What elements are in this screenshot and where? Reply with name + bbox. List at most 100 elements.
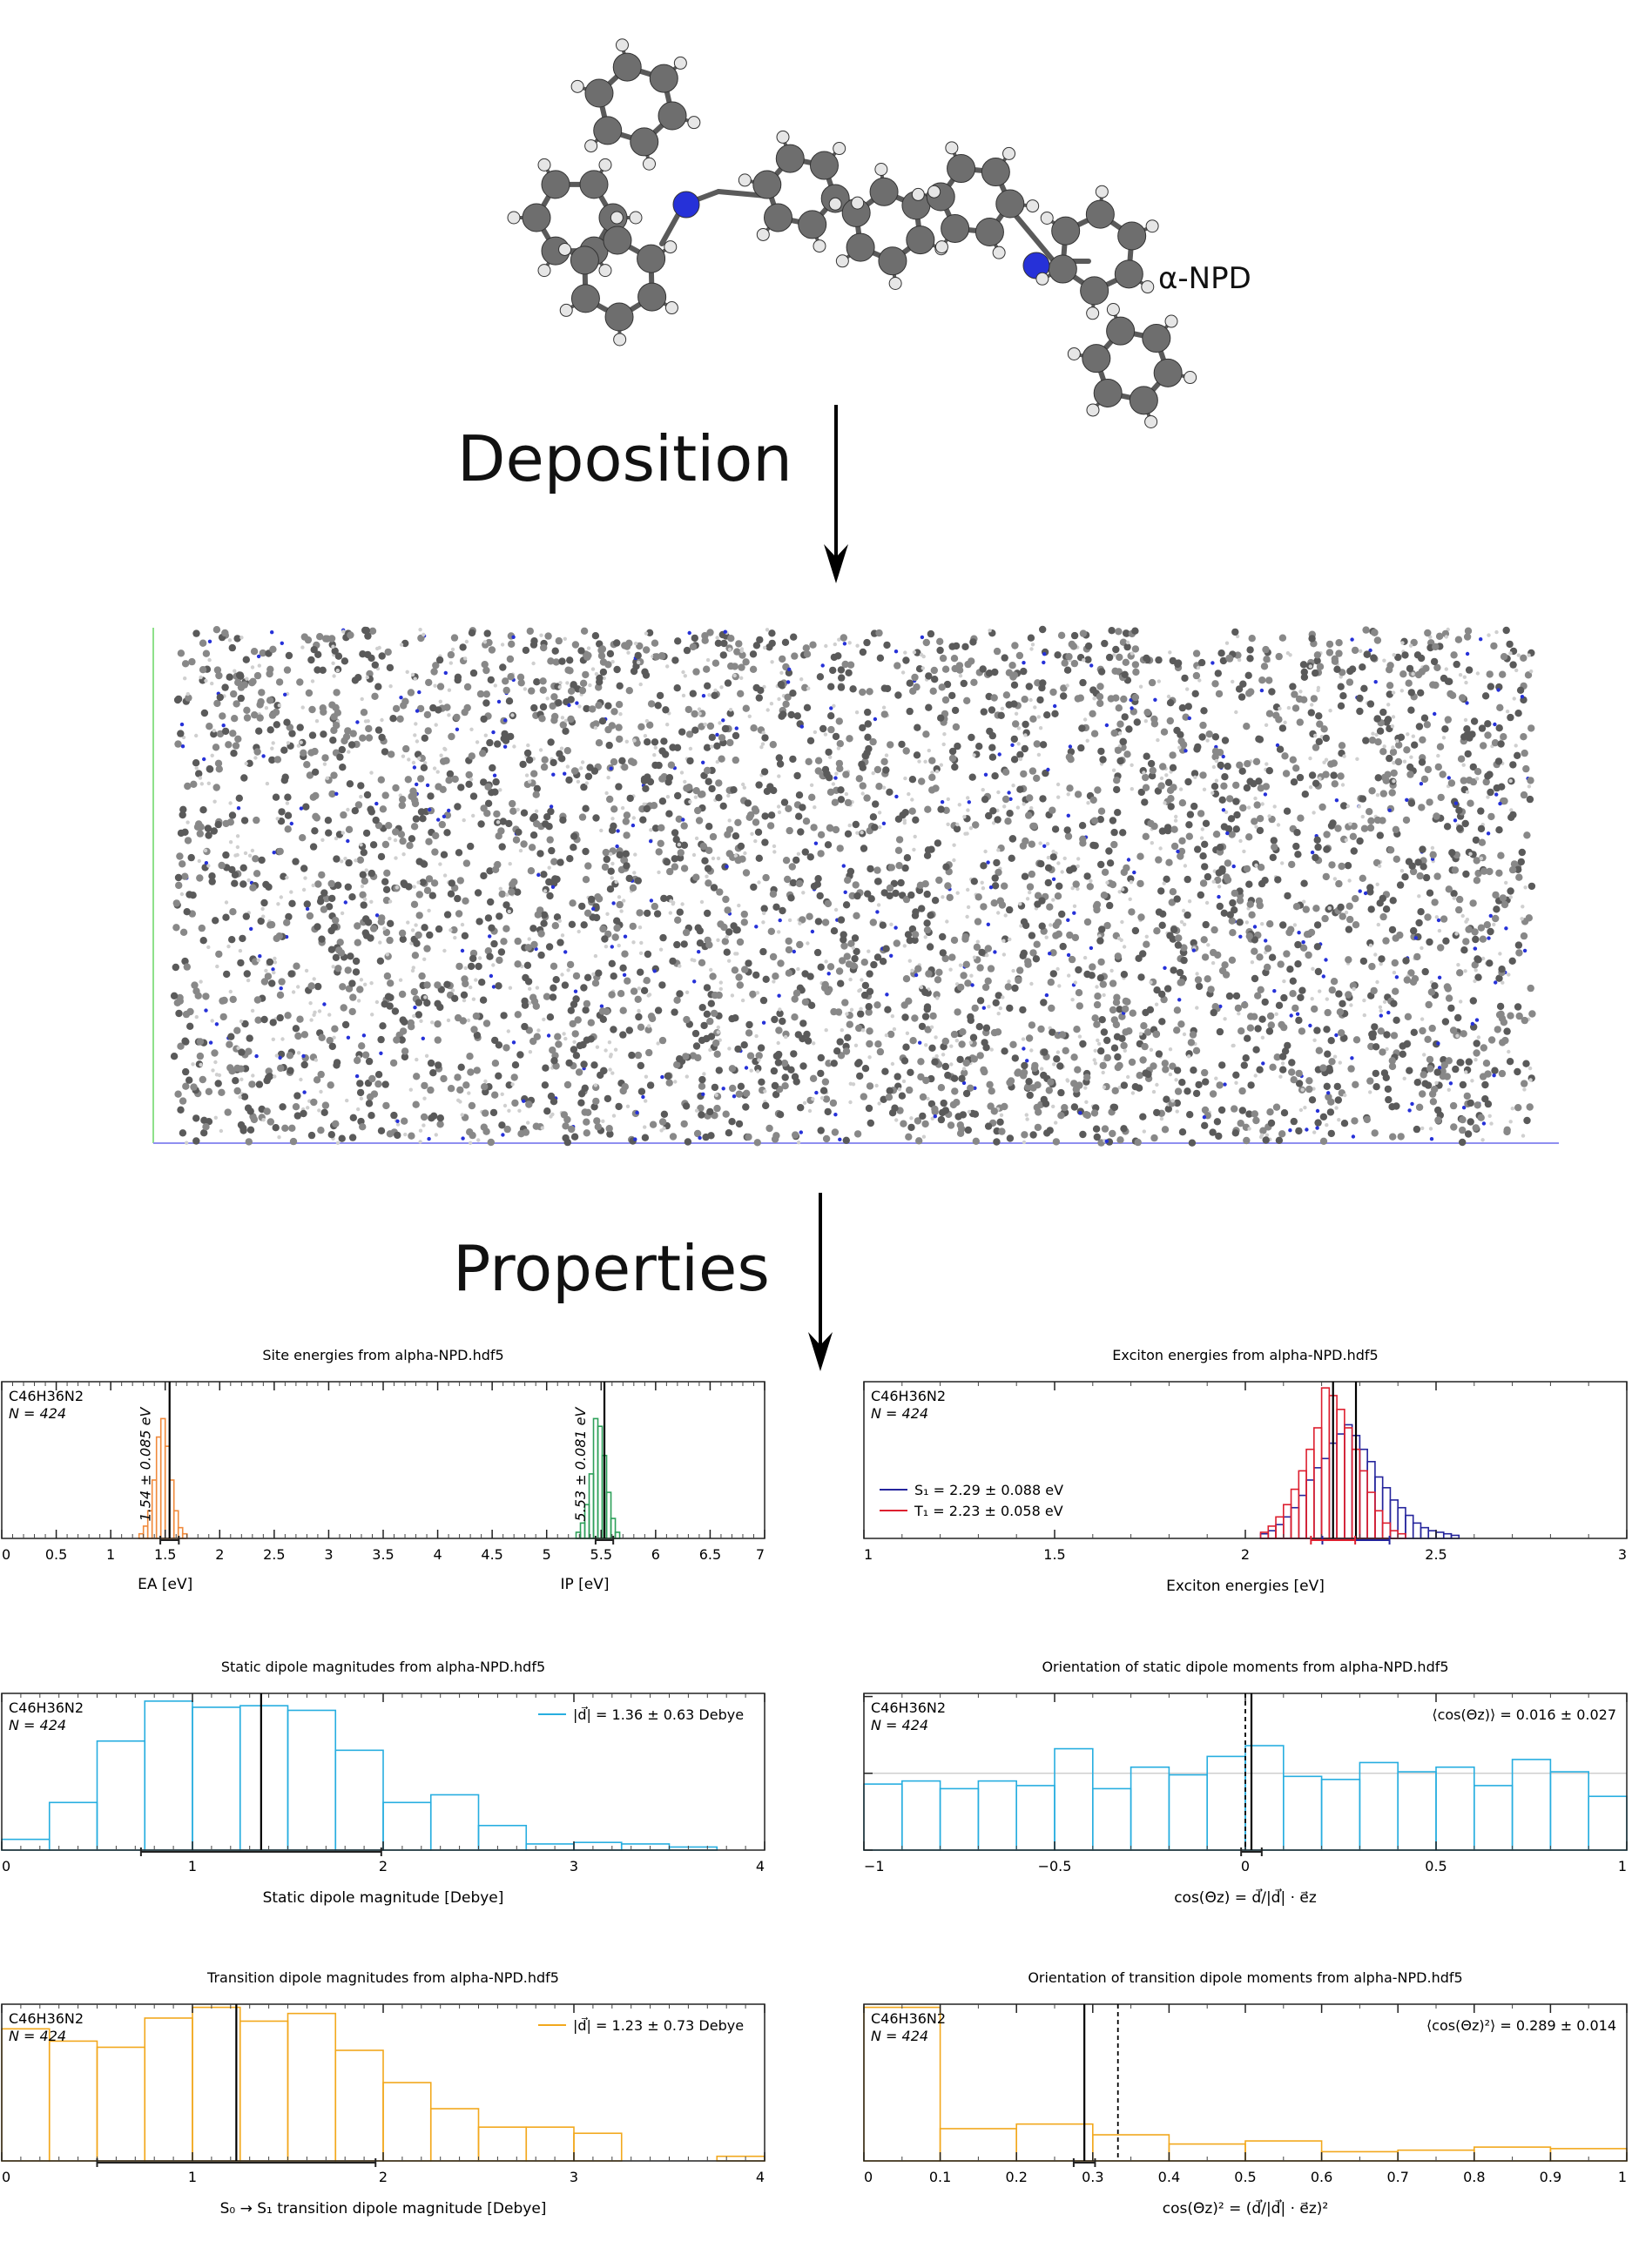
histogram-bar [863, 1783, 903, 1851]
x-tick-label: 1.5 [1043, 1546, 1065, 1563]
histogram-bar [1588, 1795, 1628, 1851]
x-tick-label: 1.5 [154, 1546, 176, 1563]
x-tick-label: 0.5 [45, 1546, 67, 1563]
chart-exciton-energies: Exciton energies from alpha-NPD.hdf5 1 1.5… [863, 1347, 1628, 1595]
molecule-label: α-NPD [1158, 261, 1251, 296]
histogram-bar [1282, 1504, 1292, 1539]
histogram-bar [1359, 1470, 1368, 1539]
histogram-bar [900, 1780, 941, 1851]
x-tick-label: 0.7 [1386, 2169, 1408, 2185]
x-tick-label: 1 [864, 1546, 873, 1563]
histogram-bar [477, 1824, 528, 1851]
histogram-bar [1282, 1516, 1292, 1539]
plot-frame [1, 1381, 765, 1539]
chart-title: Orientation of static dipole moments fro… [1042, 1659, 1448, 1675]
histogram-bar [1015, 2123, 1094, 2162]
histogram-bar [1473, 1785, 1514, 1851]
x-tick-label: 1 [106, 1546, 115, 1563]
histogram-bar [382, 2082, 432, 2162]
legend-entry: T₁ = 2.23 ± 0.058 eV [914, 1503, 1063, 1519]
sample-info: C46H36N2 [871, 1699, 946, 1716]
chart-transition-dipole-magnitudes: Transition dipole magnitudes from alpha-… [1, 1969, 765, 2218]
x-tick-label: 2.5 [1425, 1546, 1447, 1563]
histogram-bar [1397, 1532, 1406, 1539]
x-tick-label: 3 [324, 1546, 333, 1563]
histogram-bar [1420, 1526, 1430, 1539]
x-tick-label: 0.3 [1082, 2169, 1103, 2185]
chart-title: Orientation of transition dipole moments… [1028, 1969, 1462, 1986]
x-axis-label: cos(Θz)² = (d⃗/|d⃗| · e⃗z)² [1163, 2198, 1328, 2218]
histogram-bar [1320, 1779, 1361, 1851]
x-tick-label: 0.4 [1158, 2169, 1180, 2185]
histogram-bar [1359, 1448, 1368, 1539]
x-tick-label: 4 [756, 1858, 765, 1874]
chart-title: Site energies from alpha-NPD.hdf5 [262, 1347, 503, 1363]
histogram-bar [239, 2020, 289, 2162]
mean-value-label: 5.53 ± 0.081 eV [572, 1407, 589, 1522]
chart-transition-dipole-orientation: Orientation of transition dipole moments… [863, 1969, 1628, 2218]
sample-info: N = 424 [871, 2028, 928, 2044]
histogram-bar [334, 2049, 384, 2162]
sample-info: N = 424 [9, 2028, 66, 2044]
x-tick-label: 6.5 [699, 1546, 721, 1563]
histogram-bar [181, 1532, 188, 1539]
histogram-bar [1275, 1524, 1285, 1539]
x-axis-label: S₀ → S₁ transition dipole magnitude [Deb… [220, 2200, 547, 2218]
x-axis-label: IP [eV] [560, 1576, 609, 1593]
histogram-bar [1344, 1427, 1353, 1539]
histogram-bar [287, 2012, 337, 2162]
molecule-structure [507, 38, 1197, 428]
x-tick-label: 3.5 [372, 1546, 394, 1563]
x-tick-label: 1 [1618, 1858, 1627, 1874]
histogram-bar [939, 2128, 1017, 2162]
histogram-bar [1320, 1457, 1331, 1539]
histogram-bar [239, 1705, 289, 1851]
x-tick-label: 7 [756, 1546, 765, 1563]
x-tick-label: 2 [1241, 1546, 1250, 1563]
sample-info: N = 424 [871, 1405, 928, 1422]
histogram-bar [1267, 1530, 1277, 1539]
histogram-bar [1305, 1479, 1315, 1539]
histogram-bar [1389, 1499, 1399, 1539]
chart-site-energies: Site energies from alpha-NPD.hdf5 0 0.5 1 1.… [1, 1347, 765, 1593]
x-tick-label: 2 [215, 1546, 224, 1563]
histogram-bar [1168, 1773, 1208, 1851]
sample-info: C46H36N2 [9, 2010, 84, 2027]
histogram-bar [1366, 1491, 1376, 1539]
x-axis-label: cos(Θz) = d⃗/|d⃗| · e⃗z [1174, 1888, 1317, 1907]
histogram-bar [287, 1709, 337, 1851]
histogram-bar [573, 2132, 623, 2162]
x-tick-label: 0.8 [1463, 2169, 1485, 2185]
legend-entry: |d⃗| = 1.23 ± 0.73 Debye [573, 2016, 744, 2034]
x-tick-label: 3 [1618, 1546, 1627, 1563]
histogram-bar [48, 1801, 98, 1851]
histogram-bar [614, 1531, 621, 1539]
x-tick-label: 0.5 [1425, 1858, 1447, 1874]
legend-entry: ⟨cos(Θz)⟩ = 0.016 ± 0.027 [1432, 1706, 1616, 1723]
histogram-bar [1549, 1771, 1590, 1851]
deposition-label: Deposition [457, 422, 792, 495]
x-tick-label: 5 [543, 1546, 551, 1563]
legend-entry: ⟨cos(Θz)²⟩ = 0.289 ± 0.014 [1426, 2017, 1616, 2034]
x-tick-label: 4 [433, 1546, 442, 1563]
x-tick-label: 5.5 [590, 1546, 612, 1563]
x-tick-label: 0 [2, 1858, 10, 1874]
histogram-bar [1313, 1467, 1323, 1539]
histogram-bar [1435, 1531, 1445, 1539]
legend-entry: S₁ = 2.29 ± 0.088 eV [914, 1482, 1063, 1498]
histogram-bar [573, 1841, 623, 1851]
x-tick-label: 6 [651, 1546, 660, 1563]
histogram-bar [1267, 1525, 1277, 1539]
histogram-bar [1442, 1532, 1453, 1539]
histogram-bar [1336, 1409, 1345, 1539]
histogram-bar [1130, 1766, 1170, 1851]
histogram-bar [1, 1838, 51, 1851]
x-tick-label: 0 [2, 2169, 10, 2185]
deposition-arrow [824, 405, 848, 583]
histogram-bar [1275, 1516, 1285, 1539]
x-tick-label: 3 [570, 1858, 578, 1874]
histogram-bar [1305, 1448, 1315, 1539]
chart-title: Static dipole magnitudes from alpha-NPD.… [221, 1659, 545, 1675]
x-tick-label: 0.9 [1540, 2169, 1561, 2185]
sample-info: C46H36N2 [9, 1699, 84, 1716]
